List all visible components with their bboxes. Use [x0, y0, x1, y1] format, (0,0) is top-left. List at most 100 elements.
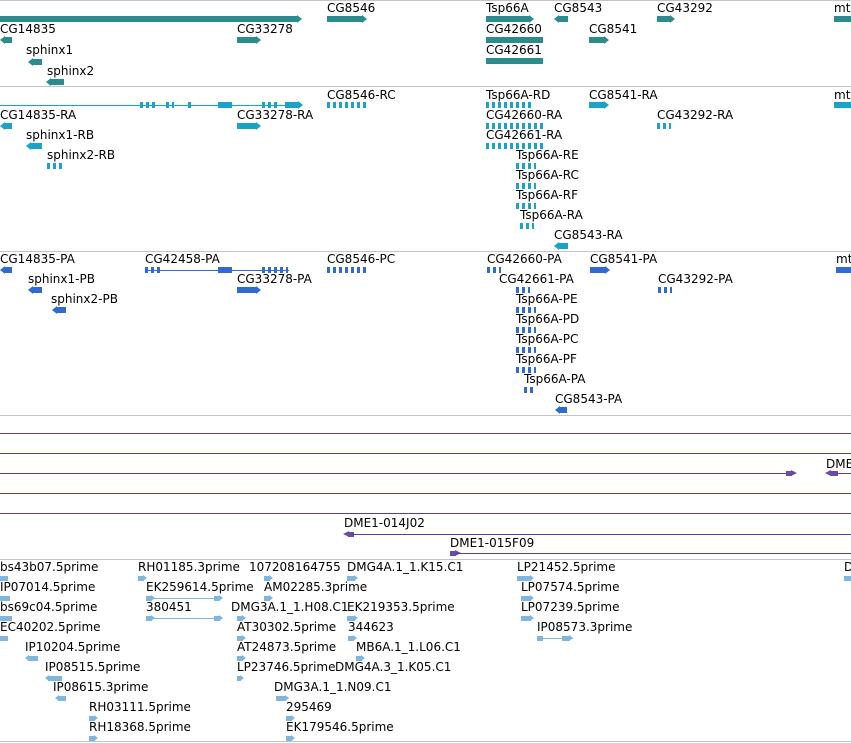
gene-feature[interactable]	[657, 15, 675, 23]
est-feature[interactable]	[214, 615, 223, 621]
gene-label[interactable]: CG8541	[589, 22, 638, 36]
gene-feature[interactable]	[486, 58, 543, 64]
est-label[interactable]: IP07014.5prime	[0, 580, 96, 594]
transcript-exon[interactable]	[262, 102, 280, 108]
est-feature[interactable]	[237, 635, 246, 641]
protein-feature[interactable]	[516, 287, 530, 293]
gene-feature[interactable]	[28, 58, 42, 66]
est-label[interactable]: EK259614.5prime	[146, 580, 254, 594]
est-feature[interactable]	[146, 615, 155, 621]
transcript-label[interactable]: Tsp66A-RC	[516, 168, 579, 182]
est-feature[interactable]	[264, 575, 273, 581]
gene-label[interactable]: sphinx2	[47, 64, 95, 78]
protein-label[interactable]: CG8546-PC	[327, 252, 396, 266]
protein-exon[interactable]	[145, 267, 163, 273]
gene-label[interactable]: CG42661	[486, 43, 542, 57]
est-feature[interactable]	[0, 636, 8, 641]
protein-label[interactable]: CG8543-PA	[555, 392, 623, 406]
protein-exon[interactable]	[262, 267, 288, 273]
transcript-exon[interactable]	[140, 102, 156, 108]
est-label[interactable]: DMG4A.1_1.K15.C1	[347, 560, 464, 574]
est-label[interactable]: 295469	[286, 700, 332, 714]
transcript-feature[interactable]	[26, 142, 42, 150]
clone-line[interactable]	[456, 553, 851, 554]
protein-label[interactable]: Tsp66A-PE	[516, 292, 578, 306]
protein-label[interactable]: Tsp66A-PF	[516, 352, 577, 366]
transcript-exon[interactable]	[188, 102, 194, 108]
gene-label[interactable]: Tsp66A	[486, 1, 529, 15]
transcript-feature[interactable]	[657, 123, 671, 129]
transcript-exon[interactable]	[285, 101, 303, 109]
transcript-label[interactable]: Tsp66A-RD	[486, 88, 551, 102]
gene-feature[interactable]	[554, 15, 568, 23]
est-feature[interactable]	[562, 635, 573, 641]
gene-label[interactable]: mtl	[834, 1, 851, 15]
protein-feature[interactable]	[237, 286, 261, 294]
est-label[interactable]: 380451	[146, 600, 192, 614]
gene-feature[interactable]	[486, 37, 543, 43]
est-label[interactable]: AT30302.5prime	[237, 620, 337, 634]
est-feature[interactable]	[286, 735, 295, 741]
clone-line[interactable]	[0, 433, 851, 434]
est-feature[interactable]	[521, 615, 534, 621]
transcript-feature[interactable]	[834, 102, 851, 108]
protein-feature[interactable]	[0, 266, 12, 274]
transcript-label[interactable]: sphinx2-RB	[47, 148, 116, 162]
gene-feature[interactable]	[0, 15, 302, 23]
est-feature[interactable]	[0, 576, 8, 581]
est-feature[interactable]	[517, 575, 534, 581]
est-label[interactable]: DMG4A.3_1.K05.C1	[335, 660, 452, 674]
protein-label[interactable]: Tsp66A-PC	[516, 332, 579, 346]
protein-label[interactable]: CG14835-PA	[0, 252, 75, 266]
est-label[interactable]: 344623	[348, 620, 394, 634]
protein-label[interactable]: Tsp66A-PA	[524, 372, 586, 386]
clone-line[interactable]	[0, 513, 851, 514]
est-label[interactable]: MB6A.1_1.L06.C1	[356, 640, 461, 654]
protein-label[interactable]: CG8541-PA	[590, 252, 658, 266]
est-label[interactable]: EK179546.5prime	[286, 720, 394, 734]
est-feature[interactable]	[537, 636, 543, 641]
protein-feature[interactable]	[516, 327, 536, 333]
protein-feature[interactable]	[487, 267, 501, 273]
protein-label[interactable]: sphinx2-PB	[51, 292, 118, 306]
est-label[interactable]: IP10204.5prime	[25, 640, 121, 654]
est-feature[interactable]	[0, 596, 10, 601]
est-label[interactable]: LP07574.5prime	[521, 580, 620, 594]
est-label[interactable]: RH18368.5prime	[89, 720, 191, 734]
est-label[interactable]: LP21452.5prime	[517, 560, 616, 574]
est-label[interactable]: D	[844, 560, 851, 574]
protein-exon[interactable]	[218, 267, 232, 273]
protein-feature[interactable]	[516, 347, 536, 353]
protein-feature[interactable]	[590, 266, 610, 274]
clone-line[interactable]	[352, 534, 851, 535]
transcript-label[interactable]: Tsp66A-RA	[520, 208, 583, 222]
est-label[interactable]: AT24873.5prime	[237, 640, 337, 654]
clone-end[interactable]	[786, 470, 797, 476]
est-feature[interactable]	[521, 595, 534, 601]
est-feature[interactable]	[89, 735, 98, 741]
est-feature[interactable]	[237, 675, 244, 681]
transcript-label[interactable]: CG33278-RA	[237, 108, 314, 122]
gene-label[interactable]: CG14835	[0, 22, 56, 36]
clone-end[interactable]	[343, 531, 354, 537]
est-feature[interactable]	[348, 635, 357, 641]
protein-feature[interactable]	[52, 306, 66, 314]
gene-label[interactable]: CG33278	[237, 22, 293, 36]
est-label[interactable]: EK219353.5prime	[347, 600, 455, 614]
est-feature[interactable]	[276, 695, 289, 701]
protein-feature[interactable]	[836, 267, 851, 273]
est-feature[interactable]	[347, 575, 358, 581]
est-feature[interactable]	[237, 655, 246, 661]
est-label[interactable]: DMG3A.1_1.H08.C1	[231, 600, 349, 614]
gene-label[interactable]: CG42660	[486, 22, 542, 36]
est-label[interactable]: IP08515.5prime	[45, 660, 141, 674]
transcript-label[interactable]: CG42660-RA	[486, 108, 563, 122]
protein-label[interactable]: CG42661-PA	[499, 272, 574, 286]
transcript-label[interactable]: CG8546-RC	[327, 88, 396, 102]
protein-label[interactable]: mtl	[836, 252, 851, 266]
transcript-feature[interactable]	[516, 163, 536, 169]
transcript-label[interactable]: CG8543-RA	[554, 228, 623, 242]
gene-label[interactable]: CG8543	[554, 1, 603, 15]
est-label[interactable]: EC40202.5prime	[0, 620, 101, 634]
gene-feature[interactable]	[486, 15, 534, 23]
